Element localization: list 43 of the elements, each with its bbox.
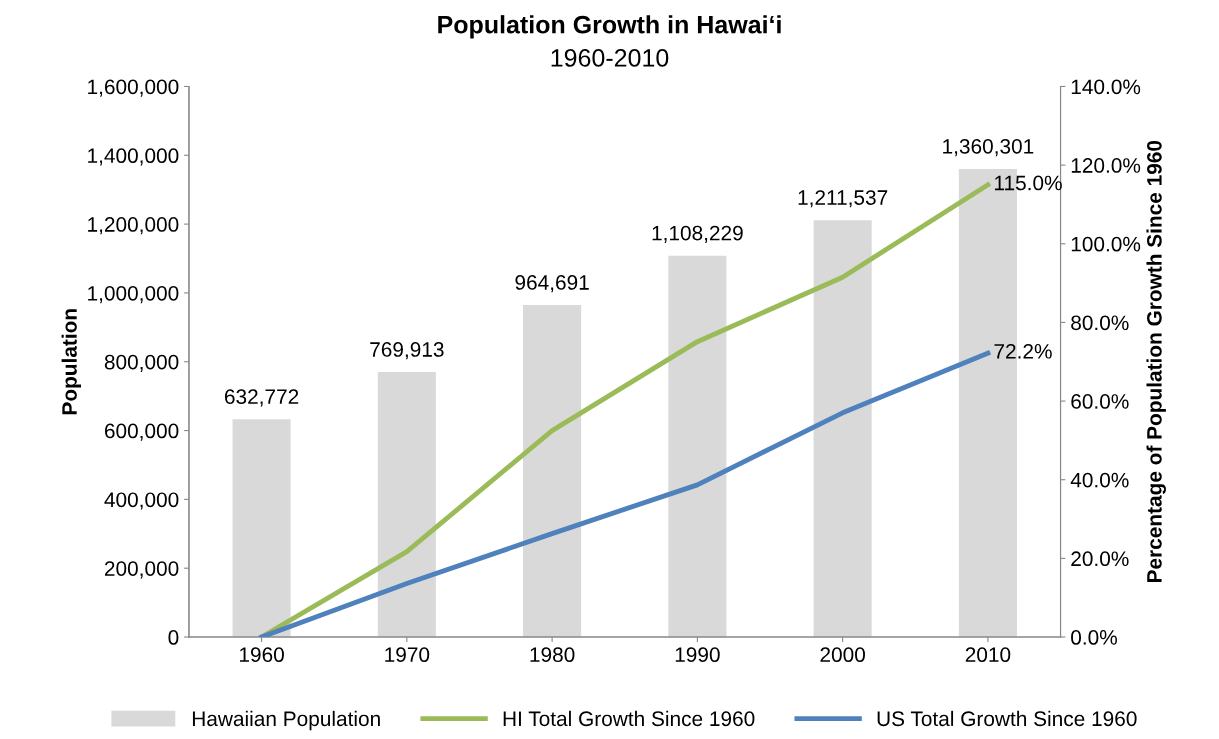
y2-tick-label: 120.0% <box>1071 158 1141 173</box>
y2-tick-label: 20.0% <box>1071 551 1129 567</box>
x-tick-label: 1970 <box>385 647 430 663</box>
x-tick-label: 1990 <box>675 647 720 663</box>
bar <box>523 305 582 638</box>
data-label: 1,211,537 <box>798 190 888 208</box>
y-tick-label: 1,400,000 <box>88 148 179 166</box>
legend-label: HI Total Growth Since 1960 <box>503 710 755 727</box>
y2-tick-label: 60.0% <box>1071 394 1129 409</box>
bar <box>813 220 872 638</box>
y-tick-label: 400,000 <box>104 492 179 510</box>
data-label: 1,360,301 <box>943 138 1034 157</box>
chart-title: Population Growth in Hawai‘i <box>438 15 781 39</box>
x-tick-label: 1960 <box>240 647 284 663</box>
data-label: 769,913 <box>370 342 444 360</box>
x-tick-label: 1980 <box>530 647 575 663</box>
data-label: 115.0% <box>995 175 1062 191</box>
y2-tick-label: 40.0% <box>1070 472 1129 488</box>
y2-tick-label: 100.0% <box>1071 236 1141 252</box>
data-label: 1,108,229 <box>652 225 743 243</box>
y2-axis-title: Percentage of Population Growth Since 1960 <box>1146 140 1166 583</box>
y2-tick-label: 80.0% <box>1071 315 1129 331</box>
bar <box>232 419 291 638</box>
bar <box>668 255 727 638</box>
y-tick-label: 0 <box>168 630 179 645</box>
legend-label: US Total Growth Since 1960 <box>877 710 1137 727</box>
chart-subtitle: 1960-2010 <box>551 49 669 67</box>
x-tick-label: 2000 <box>820 647 865 663</box>
y-tick-label: 1,000,000 <box>88 285 179 304</box>
bar <box>377 372 436 638</box>
data-label: 964,691 <box>515 275 589 293</box>
x-tick-label: 2010 <box>965 647 1011 663</box>
y2-tick-label: 140.0% <box>1071 79 1141 95</box>
y-tick-label: 1,600,000 <box>88 79 179 97</box>
y-tick-label: 1,200,000 <box>88 217 179 235</box>
legend-label: Hawaiian Population <box>192 710 380 731</box>
data-label: 72.2% <box>994 343 1052 359</box>
y2-tick-label: 0.0% <box>1071 630 1117 645</box>
data-label: 632,772 <box>224 389 299 407</box>
y-tick-label: 800,000 <box>104 354 179 372</box>
y-tick-label: 200,000 <box>104 561 179 579</box>
y-tick-label: 600,000 <box>104 423 179 441</box>
y-axis-title: Population <box>61 309 81 415</box>
